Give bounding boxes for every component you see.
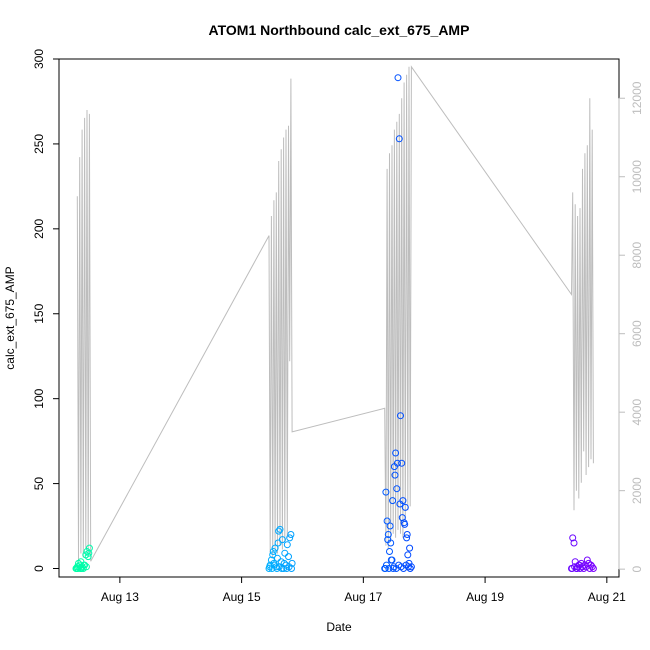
data-point <box>386 522 394 530</box>
data-point <box>406 565 414 572</box>
data-point <box>393 459 401 467</box>
x-tick-label: Aug 17 <box>344 590 382 604</box>
data-point <box>392 449 400 457</box>
y-tick-label: 250 <box>32 134 46 154</box>
data-point <box>569 534 577 542</box>
data-point <box>74 565 82 572</box>
x-axis-label: Date <box>326 620 352 634</box>
data-point <box>84 553 92 561</box>
data-point <box>276 525 284 533</box>
data-point <box>589 565 597 572</box>
data-point <box>401 503 409 511</box>
data-point <box>404 551 412 559</box>
data-point <box>384 536 392 544</box>
data-point <box>285 553 292 561</box>
data-point <box>269 548 277 555</box>
chart-title: ATOM1 Northbound calc_ext_675_AMP <box>209 22 470 38</box>
x-tick-label: Aug 15 <box>223 590 261 604</box>
y2-tick-label: 4000 <box>630 399 644 426</box>
data-point <box>406 544 414 552</box>
y-axis-left: 0 50 100 150 200 250 300 <box>32 49 59 572</box>
line-series <box>76 65 594 562</box>
y-axis-label: calc_ext_675_AMP <box>3 266 17 369</box>
data-point <box>588 563 596 571</box>
data-point <box>385 565 393 572</box>
data-point <box>389 497 397 505</box>
data-point <box>398 459 406 467</box>
data-point <box>393 485 401 493</box>
x-axis: Aug 13 Aug 15 Aug 17 Aug 19 Aug 21 <box>101 577 626 604</box>
y-axis-right: 0 2000 4000 6000 8000 10000 12000 <box>618 81 644 572</box>
data-point <box>398 514 406 522</box>
y-tick-label: 50 <box>32 477 46 491</box>
y-tick-label: 150 <box>32 303 46 323</box>
data-point <box>583 556 591 564</box>
data-point <box>278 536 286 544</box>
data-point <box>384 531 392 538</box>
y-tick-label: 300 <box>32 49 46 69</box>
data-point <box>381 565 389 572</box>
data-point <box>395 135 403 143</box>
data-point <box>288 565 295 572</box>
data-point <box>85 544 93 552</box>
data-point <box>404 563 412 571</box>
y-tick-label: 200 <box>32 219 46 239</box>
line-series-layer <box>76 65 594 562</box>
y2-tick-label: 12000 <box>630 81 644 115</box>
data-point <box>386 548 393 555</box>
data-point <box>274 554 281 562</box>
data-point <box>570 539 578 547</box>
data-point <box>287 531 295 538</box>
x-tick-label: Aug 19 <box>466 590 504 604</box>
data-point <box>383 517 391 525</box>
y2-tick-label: 8000 <box>630 242 644 269</box>
y2-tick-label: 2000 <box>630 477 644 504</box>
data-point <box>275 527 283 535</box>
y-tick-label: 100 <box>32 388 46 408</box>
data-point <box>401 520 409 528</box>
data-point <box>281 549 289 557</box>
data-point <box>575 561 583 569</box>
data-point <box>76 565 84 572</box>
data-point <box>82 563 90 571</box>
data-point <box>391 471 399 479</box>
data-point <box>394 74 402 82</box>
data-point <box>269 551 277 559</box>
data-point <box>403 531 411 538</box>
y2-tick-label: 10000 <box>630 160 644 194</box>
y2-tick-label: 0 <box>630 565 644 572</box>
plot-area <box>58 58 620 578</box>
x-tick-label: Aug 13 <box>101 590 139 604</box>
data-point <box>396 500 404 508</box>
data-point <box>286 534 294 542</box>
y2-tick-label: 6000 <box>630 320 644 347</box>
y-tick-label: 0 <box>32 565 46 572</box>
data-point <box>85 549 93 557</box>
data-point <box>274 539 282 547</box>
points-layer <box>72 74 597 572</box>
data-point <box>403 534 411 542</box>
data-point <box>283 541 291 549</box>
data-point <box>397 412 404 420</box>
x-tick-label: Aug 21 <box>588 590 626 604</box>
data-point <box>387 556 395 564</box>
data-point <box>382 488 390 496</box>
data-point <box>271 544 279 552</box>
